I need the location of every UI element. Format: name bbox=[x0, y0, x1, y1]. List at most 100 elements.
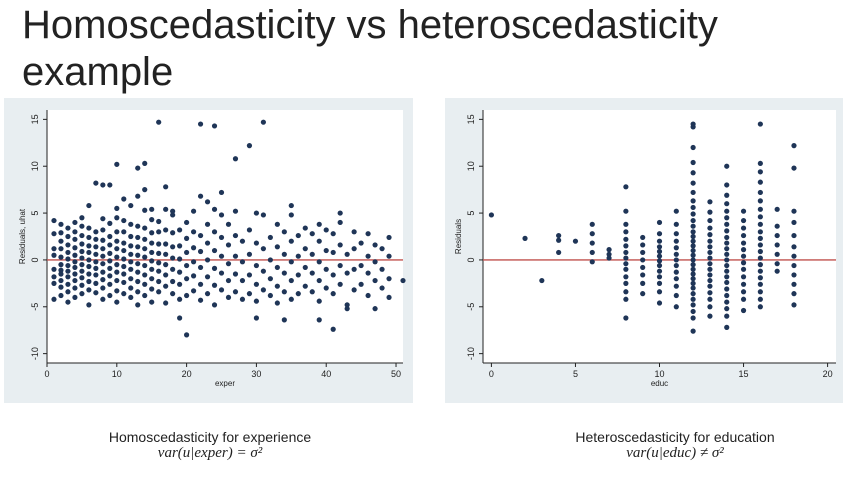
exper-data-point bbox=[372, 259, 378, 265]
educ-data-point bbox=[656, 268, 663, 274]
exper-data-point bbox=[337, 281, 343, 287]
educ-data-point bbox=[690, 291, 696, 297]
educ-data-point bbox=[757, 255, 763, 261]
educ-data-point bbox=[757, 179, 763, 185]
exper-data-point bbox=[302, 264, 308, 271]
exper-data-point bbox=[211, 123, 218, 129]
exper-data-point bbox=[142, 281, 148, 287]
exper-data-point bbox=[260, 246, 266, 252]
educ-data-point bbox=[791, 302, 797, 308]
exper-data-point bbox=[149, 266, 155, 272]
educ-data-point bbox=[707, 209, 713, 215]
exper-y-tick-label: 5 bbox=[30, 211, 40, 216]
exper-data-point bbox=[170, 278, 176, 285]
educ-data-point bbox=[707, 296, 713, 302]
exper-data-point bbox=[86, 257, 92, 263]
exper-data-point bbox=[79, 262, 85, 268]
exper-data-point bbox=[128, 276, 134, 282]
exper-data-point bbox=[260, 268, 266, 274]
educ-data-point bbox=[690, 315, 696, 321]
educ-data-point bbox=[707, 244, 713, 250]
educ-x-tick-label: 0 bbox=[489, 369, 494, 379]
exper-data-point bbox=[197, 297, 204, 303]
educ-data-point bbox=[791, 281, 797, 287]
exper-data-point bbox=[149, 217, 155, 223]
educ-data-point bbox=[673, 251, 679, 257]
educ-data-point bbox=[724, 262, 730, 269]
educ-data-point bbox=[673, 221, 679, 227]
exper-data-point bbox=[316, 221, 322, 227]
exper-data-point bbox=[79, 291, 85, 297]
educ-data-point bbox=[757, 304, 763, 310]
exper-data-point bbox=[65, 242, 71, 248]
educ-data-point bbox=[774, 251, 780, 257]
exper-data-point bbox=[163, 184, 169, 190]
exper-data-point bbox=[72, 259, 78, 265]
exper-data-point bbox=[225, 221, 232, 227]
exper-data-point bbox=[344, 302, 350, 308]
exper-data-point bbox=[309, 289, 315, 295]
educ-data-point bbox=[740, 296, 747, 302]
educ-data-point bbox=[589, 240, 595, 246]
exper-data-point bbox=[239, 296, 246, 302]
exper-data-point bbox=[337, 219, 343, 226]
exper-data-point bbox=[267, 276, 273, 282]
exper-data-point bbox=[177, 243, 183, 249]
exper-data-point bbox=[330, 272, 336, 278]
educ-data-point bbox=[572, 238, 579, 244]
exper-data-point bbox=[386, 253, 392, 259]
exper-data-point bbox=[197, 281, 204, 287]
exper-data-point bbox=[114, 246, 120, 252]
exper-data-point bbox=[177, 296, 183, 302]
exper-data-point bbox=[65, 289, 71, 295]
educ-data-point bbox=[757, 275, 763, 281]
exper-data-point bbox=[128, 251, 134, 257]
exper-data-point bbox=[225, 261, 232, 267]
educ-data-point bbox=[724, 246, 730, 252]
exper-data-point bbox=[232, 208, 239, 214]
exper-data-point bbox=[386, 294, 392, 301]
educ-data-point bbox=[707, 266, 713, 272]
exper-data-point bbox=[156, 229, 162, 235]
exper-data-point bbox=[93, 272, 99, 278]
exper-data-point bbox=[86, 302, 92, 308]
exper-data-point bbox=[100, 285, 106, 291]
educ-data-point bbox=[724, 163, 730, 169]
educ-data-point bbox=[673, 292, 679, 299]
educ-data-point bbox=[623, 280, 629, 286]
exper-data-point bbox=[344, 306, 350, 312]
exper-data-point bbox=[323, 227, 329, 233]
exper-data-point bbox=[114, 277, 120, 284]
exper-data-point bbox=[190, 229, 197, 235]
exper-data-point bbox=[121, 240, 127, 246]
exper-data-point bbox=[170, 244, 176, 250]
exper-data-point bbox=[156, 260, 162, 266]
educ-data-point bbox=[640, 272, 646, 278]
exper-data-point bbox=[163, 206, 169, 212]
exper-data-point bbox=[93, 280, 99, 286]
exper-data-point bbox=[281, 317, 287, 323]
exper-data-point bbox=[93, 236, 99, 242]
exper-data-point bbox=[51, 274, 57, 280]
educ-data-point bbox=[757, 262, 763, 268]
exper-data-point bbox=[107, 242, 113, 248]
educ-data-point bbox=[724, 274, 730, 280]
exper-data-point bbox=[211, 206, 218, 212]
exper-x-tick-label: 0 bbox=[44, 369, 49, 379]
educ-data-point bbox=[673, 231, 679, 237]
exper-data-point bbox=[72, 271, 78, 277]
educ-data-point bbox=[724, 192, 730, 198]
exper-data-point bbox=[149, 230, 155, 236]
educ-data-point bbox=[673, 238, 679, 244]
exper-data-point bbox=[225, 294, 232, 301]
exper-data-point bbox=[170, 208, 176, 214]
exper-data-point bbox=[184, 262, 190, 269]
exper-data-point bbox=[274, 283, 280, 289]
exper-data-point bbox=[135, 269, 141, 275]
exper-data-point bbox=[309, 251, 315, 257]
educ-data-point bbox=[740, 281, 747, 287]
exper-data-point bbox=[107, 273, 113, 279]
educ-data-point bbox=[707, 261, 713, 267]
educ-data-point bbox=[791, 208, 797, 214]
educ-data-point bbox=[724, 324, 730, 330]
